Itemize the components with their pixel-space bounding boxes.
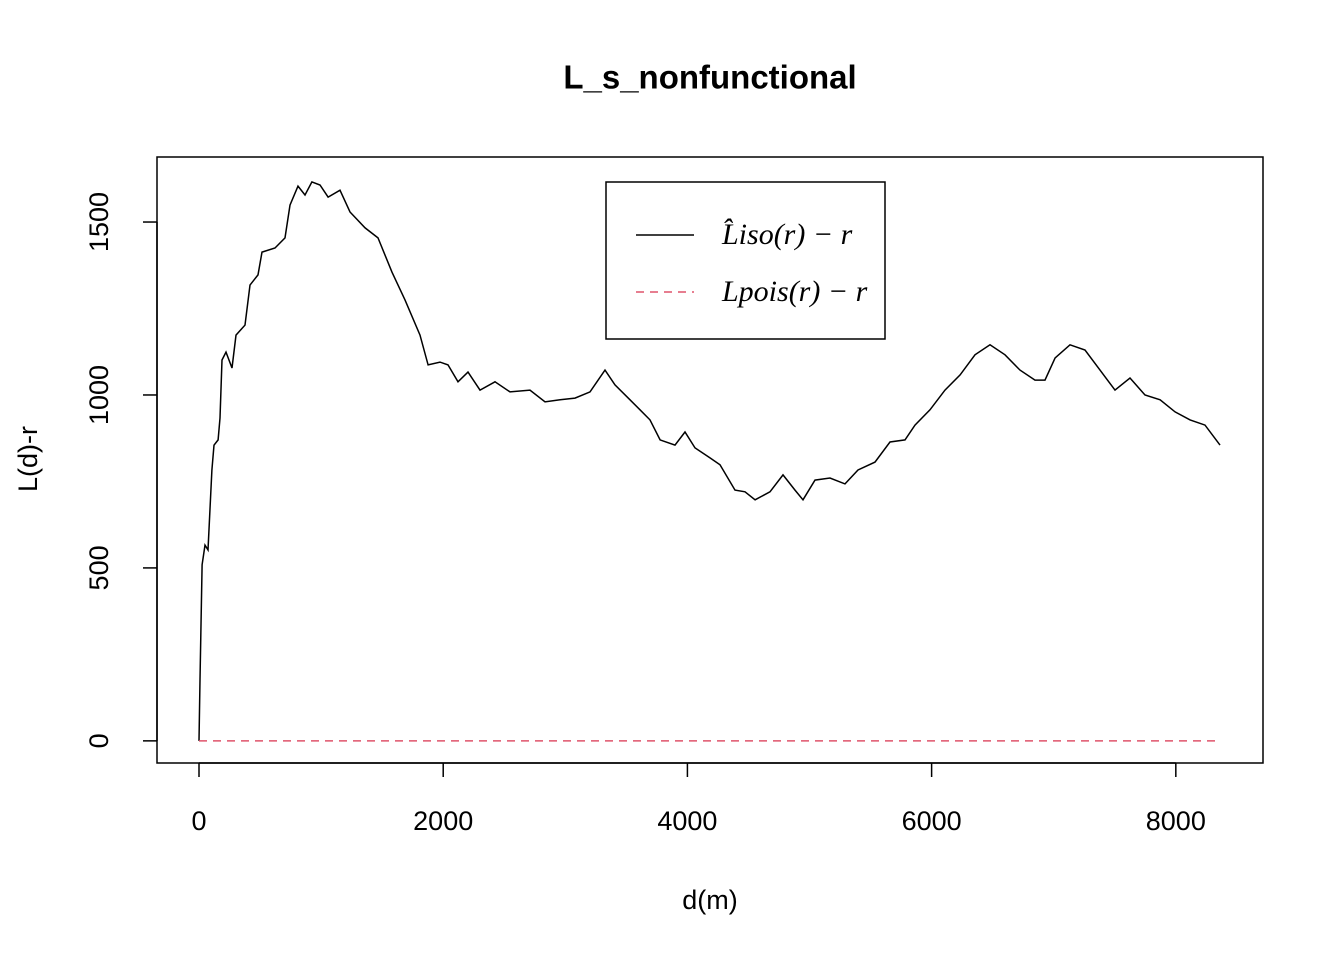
y-tick-label: 500 bbox=[84, 545, 114, 590]
x-tick-label: 4000 bbox=[657, 806, 717, 836]
y-tick-label: 1500 bbox=[84, 192, 114, 252]
chart-title: L_s_nonfunctional bbox=[563, 59, 856, 96]
x-tick-label: 0 bbox=[191, 806, 206, 836]
data-line bbox=[198, 180, 1221, 741]
y-axis-label: L(d)-r bbox=[13, 426, 43, 492]
x-tick-label: 8000 bbox=[1146, 806, 1206, 836]
x-axis-label: d(m) bbox=[682, 885, 738, 915]
y-tick-label: 0 bbox=[84, 733, 114, 748]
y-tick-label: 1000 bbox=[84, 365, 114, 425]
legend-box bbox=[605, 181, 886, 340]
x-tick-label: 6000 bbox=[902, 806, 962, 836]
legend-label: L̂iso(r) − r bbox=[721, 218, 853, 251]
legend-label: Lpois(r) − r bbox=[721, 275, 868, 308]
x-tick-label: 2000 bbox=[413, 806, 473, 836]
